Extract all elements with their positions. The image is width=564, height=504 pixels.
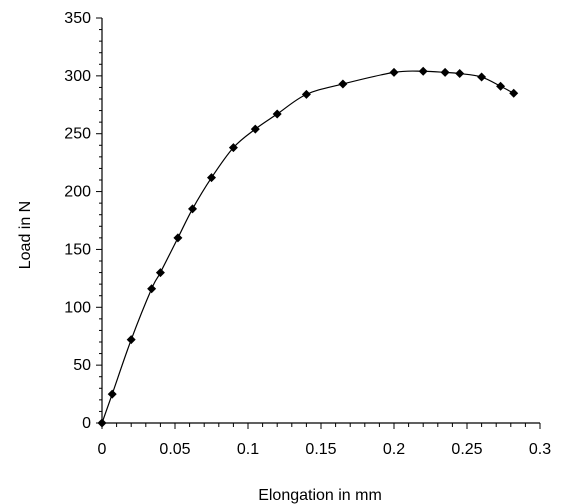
y-tick-label: 250 (64, 126, 91, 143)
y-axis-title: Load in N (17, 201, 34, 270)
series-line (101, 70, 515, 424)
data-point (272, 109, 282, 119)
y-tick-label: 100 (64, 299, 91, 316)
x-tick-label: 0.05 (159, 441, 190, 458)
x-tick-label: 0.3 (529, 441, 551, 458)
markers (97, 66, 519, 428)
data-point (126, 335, 136, 345)
y-tick-label: 50 (73, 357, 91, 374)
y-tick-label: 350 (64, 10, 91, 27)
x-tick-label: 0.25 (451, 441, 482, 458)
x-tick-label: 0 (98, 441, 107, 458)
data-point (97, 418, 107, 428)
data-point (228, 143, 238, 153)
y-tick-label: 150 (64, 241, 91, 258)
data-point (207, 173, 216, 183)
data-point (509, 88, 519, 98)
x-tick-label: 0.2 (383, 441, 405, 458)
x-tick-label: 0.15 (305, 441, 336, 458)
y-tick-label: 200 (64, 184, 91, 201)
tick-labels: 0 50 100 150 200 250 300 350 0 0.05 0.1 0.15 0.2 0.25… (64, 10, 551, 458)
data-point (440, 67, 450, 77)
data-point (155, 268, 165, 278)
y-tick-label: 300 (64, 68, 91, 85)
data-point (301, 89, 311, 99)
data-point (173, 233, 183, 243)
axes (101, 18, 540, 424)
data-point (477, 72, 487, 82)
data-point (389, 67, 399, 77)
data-point (188, 204, 198, 214)
data-point (107, 389, 117, 399)
data-point (455, 69, 465, 79)
x-axis-title: Elongation in mm (258, 487, 382, 504)
data-point (147, 284, 157, 294)
ticks (96, 17, 541, 429)
data-point (418, 66, 428, 76)
data-point (496, 81, 506, 91)
data-point (250, 124, 260, 134)
x-tick-label: 0.1 (237, 441, 259, 458)
y-tick-label: 0 (82, 415, 91, 432)
data-point (338, 79, 348, 89)
